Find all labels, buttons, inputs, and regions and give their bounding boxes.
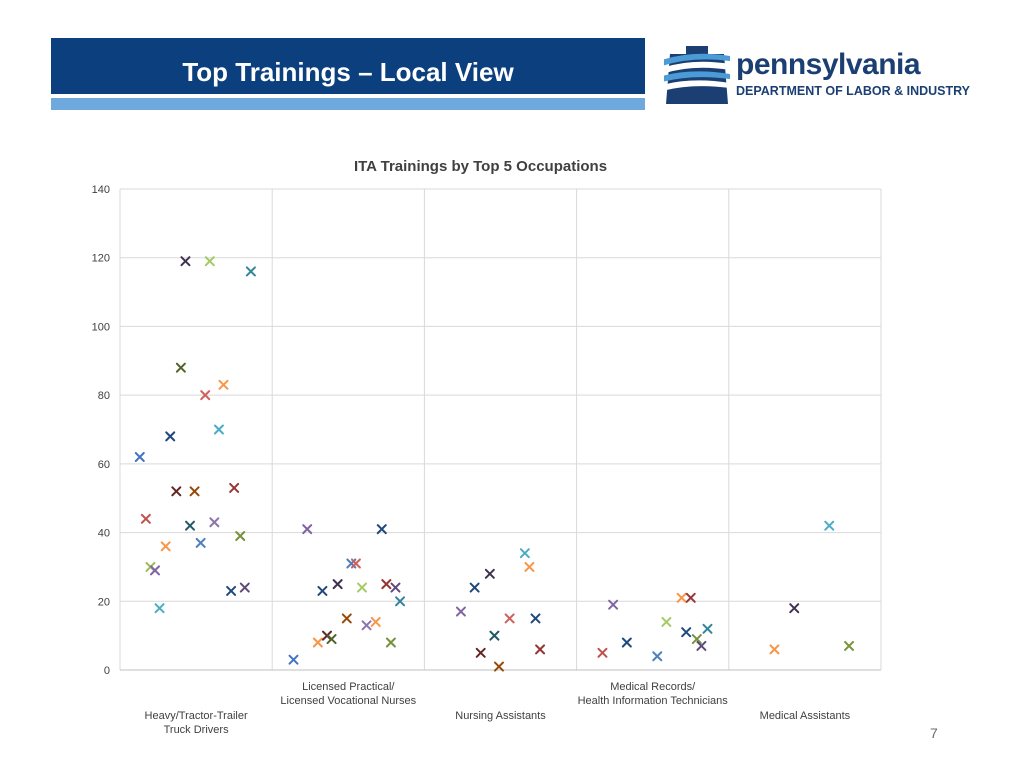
data-point-marker: [165, 431, 176, 442]
data-point-marker: [484, 568, 495, 579]
category-label: Licensed Vocational Nurses: [280, 695, 416, 707]
data-point-marker: [150, 565, 161, 576]
data-point-marker: [213, 424, 224, 435]
data-point-marker: [681, 627, 692, 638]
data-point-marker: [530, 613, 541, 624]
data-point-marker: [535, 644, 546, 655]
y-tick-label: 0: [104, 665, 110, 677]
data-point-marker: [455, 606, 466, 617]
data-point-marker: [195, 537, 206, 548]
data-point-marker: [370, 616, 381, 627]
data-point-marker: [395, 596, 406, 607]
data-point-marker: [356, 582, 367, 593]
data-point-marker: [769, 644, 780, 655]
data-point-marker: [218, 379, 229, 390]
data-point-marker: [326, 634, 337, 645]
data-point-marker: [702, 623, 713, 634]
pa-labor-industry-logo: pennsylvania DEPARTMENT OF LABOR & INDUS…: [664, 40, 994, 110]
data-point-marker: [160, 541, 171, 552]
data-point-marker: [652, 651, 663, 662]
y-tick-label: 100: [92, 321, 110, 333]
data-point-marker: [789, 603, 800, 614]
category-label: Medical Assistants: [760, 710, 851, 722]
data-point-marker: [504, 613, 515, 624]
data-point-marker: [288, 654, 299, 665]
chart-title: ITA Trainings by Top 5 Occupations: [354, 158, 607, 175]
y-tick-label: 60: [98, 459, 110, 471]
data-point-marker: [696, 640, 707, 651]
data-point-marker: [229, 482, 240, 493]
data-point-marker: [317, 585, 328, 596]
data-point-marker: [134, 451, 145, 462]
data-point-marker: [390, 582, 401, 593]
data-point-marker: [200, 390, 211, 401]
category-label: Nursing Assistants: [455, 710, 546, 722]
y-tick-label: 40: [98, 528, 110, 540]
data-point-marker: [226, 585, 237, 596]
y-tick-label: 120: [92, 253, 110, 265]
data-point-marker: [381, 579, 392, 590]
category-label: Heavy/Tractor-Trailer: [145, 710, 248, 722]
page-number: 7: [930, 725, 938, 741]
category-label: Health Information Technicians: [578, 695, 729, 707]
data-point-marker: [312, 637, 323, 648]
data-point-marker: [302, 524, 313, 535]
data-point-marker: [676, 592, 687, 603]
data-point-marker: [180, 256, 191, 267]
data-point-marker: [376, 524, 387, 535]
category-label: Licensed Practical/: [302, 681, 395, 693]
data-point-marker: [239, 582, 250, 593]
data-point-marker: [844, 640, 855, 651]
keystone-logo-icon: [664, 46, 730, 104]
data-point-marker: [185, 520, 196, 531]
data-point-marker: [524, 561, 535, 572]
logo-wordmark: pennsylvania: [736, 48, 921, 81]
data-point-marker: [171, 486, 182, 497]
data-point-marker: [140, 513, 151, 524]
data-point-marker: [175, 362, 186, 373]
data-point-marker: [685, 592, 696, 603]
title-accent-bar: [51, 98, 645, 110]
data-point-marker: [691, 634, 702, 645]
y-tick-label: 80: [98, 390, 110, 402]
data-point-marker: [245, 266, 256, 277]
data-point-marker: [209, 517, 220, 528]
data-point-marker: [475, 647, 486, 658]
category-label: Medical Records/: [610, 681, 696, 693]
data-point-marker: [489, 630, 500, 641]
data-point-marker: [621, 637, 632, 648]
data-point-marker: [154, 603, 165, 614]
data-point-marker: [341, 613, 352, 624]
data-point-marker: [204, 256, 215, 267]
data-point-marker: [519, 548, 530, 559]
data-point-marker: [824, 520, 835, 531]
title-bar: Top Trainings – Local View: [51, 38, 645, 94]
data-point-marker: [661, 616, 672, 627]
data-point-marker: [597, 647, 608, 658]
y-tick-label: 140: [92, 184, 110, 196]
data-point-marker: [385, 637, 396, 648]
data-point-marker: [493, 661, 504, 672]
data-point-marker: [608, 599, 619, 610]
data-point-marker: [189, 486, 200, 497]
data-point-marker: [361, 620, 372, 631]
data-point-marker: [235, 531, 246, 542]
slide-title: Top Trainings – Local View: [182, 57, 514, 87]
data-point-marker: [332, 579, 343, 590]
category-label: Truck Drivers: [164, 724, 229, 736]
data-point-marker: [350, 558, 361, 569]
y-tick-label: 20: [98, 596, 110, 608]
data-point-marker: [469, 582, 480, 593]
logo-department: DEPARTMENT OF LABOR & INDUSTRY: [736, 84, 971, 98]
